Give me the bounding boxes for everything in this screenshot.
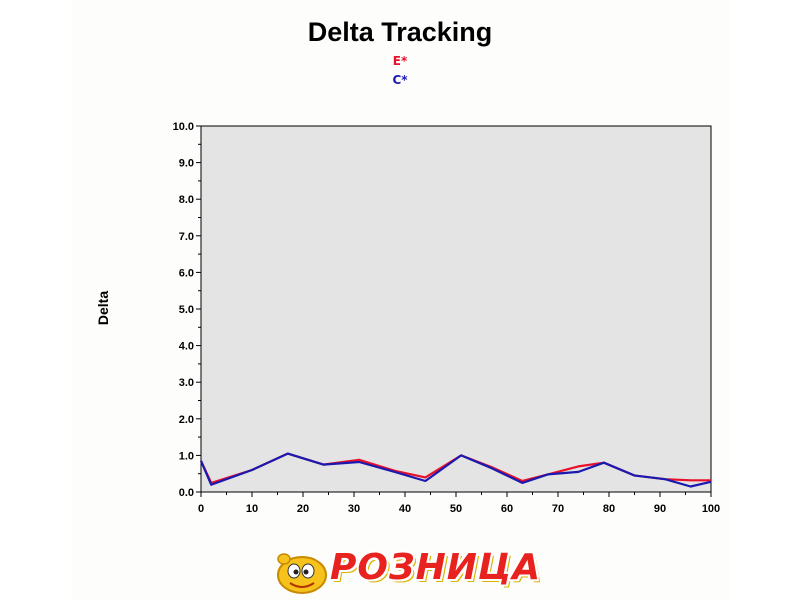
legend-entry-c: C* xyxy=(392,73,408,87)
plot-area xyxy=(200,125,712,493)
x-tick-label: 10 xyxy=(246,503,258,515)
x-tick-label: 70 xyxy=(552,503,564,515)
roznitsa-logo: РОЗНИЦА xyxy=(272,545,540,597)
y-tick-label: 9.0 xyxy=(179,158,194,170)
y-tick-label: 0.0 xyxy=(179,487,194,499)
logo-text: РОЗНИЦА xyxy=(330,547,542,588)
legend-entry-e: E* xyxy=(392,54,408,68)
y-tick-label: 4.0 xyxy=(179,341,194,353)
x-tick-label: 0 xyxy=(198,503,204,515)
y-tick-label: 3.0 xyxy=(179,377,194,389)
series-line-c xyxy=(199,452,712,488)
y-tick-label: 8.0 xyxy=(179,194,194,206)
y-tick-label: 2.0 xyxy=(179,414,194,426)
x-tick-label: 40 xyxy=(399,503,411,515)
x-tick-label: 20 xyxy=(297,503,309,515)
y-tick-label: 5.0 xyxy=(179,304,194,316)
x-tick-label: 80 xyxy=(603,503,615,515)
y-tick-label: 6.0 xyxy=(179,267,194,279)
x-tick-label: 90 xyxy=(654,503,666,515)
x-tick-label: 100 xyxy=(702,503,720,515)
chart-title: Delta Tracking xyxy=(307,17,493,47)
x-tick-label: 50 xyxy=(450,503,462,515)
x-tick-label: 30 xyxy=(348,503,360,515)
logo-mascot-icon xyxy=(277,553,327,594)
y-tick-label: 7.0 xyxy=(179,231,194,243)
y-tick-label: 1.0 xyxy=(179,450,194,462)
x-tick-label: 60 xyxy=(501,503,513,515)
y-tick-label: 10.0 xyxy=(173,121,194,133)
